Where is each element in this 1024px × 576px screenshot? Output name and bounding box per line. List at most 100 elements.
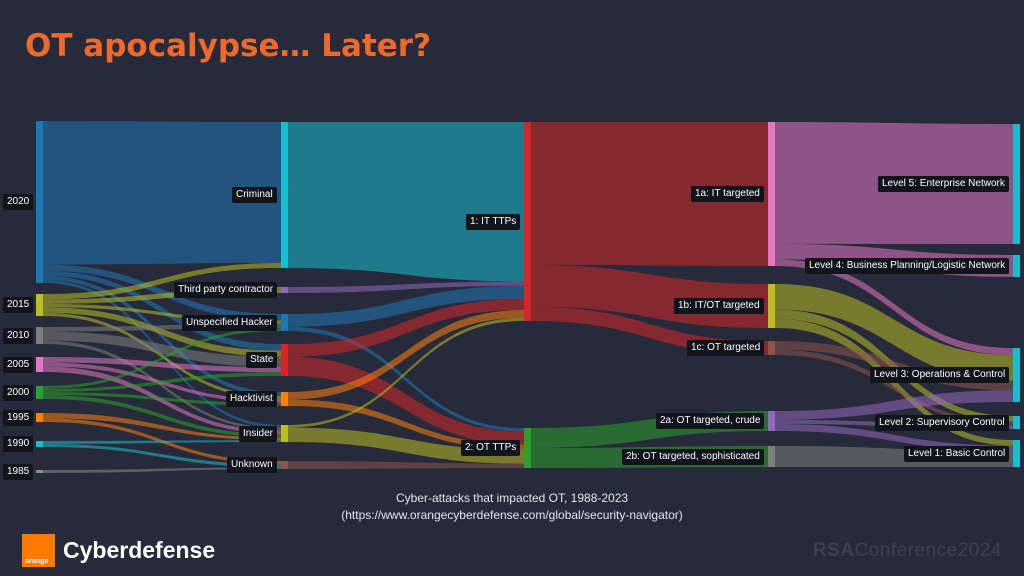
label-t2a: 2a: OT targeted, crude [656, 413, 765, 429]
label-y2015: 2015 [3, 297, 34, 313]
node-y2015[interactable] [36, 294, 43, 316]
orange-logo-box: orange [22, 534, 55, 567]
label-unspec: Unspecified Hacker [182, 314, 277, 331]
figure-caption: Cyber-attacks that impacted OT, 1988-202… [0, 490, 1024, 524]
brand-name: Cyberdefense [63, 537, 216, 563]
label-criminal: Criminal [232, 187, 277, 203]
node-hacktivist[interactable] [281, 392, 288, 406]
node-l3[interactable] [1013, 348, 1020, 402]
label-ot_ttps: 2: OT TTPs [461, 440, 521, 456]
link-unknown-to-ot_ttps [288, 461, 524, 469]
label-l5: Level 5: Enterprise Network [878, 176, 1009, 192]
link-y2000-to-insider [43, 395, 281, 438]
node-y1990[interactable] [36, 441, 43, 447]
node-t1a[interactable] [768, 122, 775, 266]
link-y2000-to-unspec [43, 327, 281, 389]
link-y2015-to-criminal [43, 262, 281, 300]
node-l4[interactable] [1013, 255, 1020, 277]
link-y2020-to-unspec [43, 264, 281, 321]
label-y1990: 1990 [3, 436, 34, 452]
node-t1b[interactable] [768, 284, 775, 328]
caption-source-url: (https://www.orangecyberdefense.com/glob… [341, 508, 683, 522]
label-y2020: 2020 [3, 194, 34, 210]
node-t1c[interactable] [768, 341, 775, 355]
label-y1985: 1985 [3, 463, 34, 480]
node-t2a[interactable] [768, 411, 775, 431]
node-y1995[interactable] [36, 413, 43, 422]
node-y2005[interactable] [36, 357, 43, 372]
link-it_ttps-to-t1a [531, 122, 768, 266]
link-y1990-to-unknown [43, 444, 281, 468]
label-y2005: 2005 [3, 356, 34, 373]
node-criminal[interactable] [281, 122, 288, 268]
link-y2000-to-state [43, 372, 281, 392]
node-state[interactable] [281, 344, 288, 376]
node-unspec[interactable] [281, 314, 288, 331]
label-insider: Insider [239, 425, 278, 442]
sankey-nodes [36, 121, 1020, 473]
label-t1b: 1b: IT/OT targeted [674, 298, 764, 314]
link-t2a-to-l1 [775, 424, 1013, 452]
label-l4: Level 4: Business Planning/Logistic Netw… [805, 258, 1010, 274]
link-unspec-to-it_ttps [288, 285, 524, 327]
label-t1a: 1a: IT targeted [691, 186, 764, 202]
label-state: State [246, 352, 278, 368]
link-y2000-to-hacktivist [43, 392, 281, 406]
orange-logo-text: orange [25, 558, 49, 565]
label-it_ttps: 1: IT TTPs [466, 213, 521, 230]
link-third-to-it_ttps [288, 281, 524, 293]
link-y1985-to-unknown [43, 467, 281, 473]
conference-watermark: RSAConference2024 [813, 540, 1002, 562]
link-unspec-to-ot_ttps [288, 326, 524, 432]
node-y1985[interactable] [36, 470, 43, 473]
label-l2: Level 2: Supervisory Control [875, 414, 1009, 431]
node-l1[interactable] [1013, 440, 1020, 467]
link-y2020-to-criminal [43, 121, 281, 265]
link-t1c-to-l2 [775, 349, 1013, 426]
label-third: Third party contractor [174, 282, 278, 298]
node-it_ttps[interactable] [524, 122, 531, 321]
node-t2b[interactable] [768, 446, 775, 467]
label-t2b: 2b: OT targeted, sophisticated [622, 448, 764, 465]
label-y1995: 1995 [3, 409, 34, 426]
link-y2005-to-state [43, 357, 281, 373]
node-insider[interactable] [281, 425, 288, 442]
node-l2[interactable] [1013, 416, 1020, 429]
link-y2020-to-state [43, 270, 281, 351]
label-l3: Level 3: Operations & Control [870, 367, 1010, 383]
label-y2000: 2000 [3, 384, 34, 401]
label-y2010: 2010 [3, 327, 34, 344]
link-t1b-to-l3 [775, 284, 1013, 381]
link-y1995-to-insider [43, 413, 281, 441]
slide-title: OT apocalypse… Later? [25, 28, 432, 64]
node-unknown[interactable] [281, 461, 288, 469]
node-l5[interactable] [1013, 124, 1020, 244]
link-state-to-it_ttps [288, 299, 524, 357]
link-y2020-to-hacktivist [43, 275, 281, 397]
watermark-rest: Conference2024 [854, 540, 1002, 561]
link-y2010-to-insider [43, 340, 281, 431]
link-hacktivist-to-ot_ttps [288, 399, 524, 450]
link-y2015-to-hacktivist [43, 312, 281, 400]
link-insider-to-it_ttps [288, 317, 524, 428]
node-y2010[interactable] [36, 327, 43, 344]
label-t1c: 1c: OT targeted [687, 340, 765, 356]
node-y2020[interactable] [36, 121, 43, 283]
node-third[interactable] [281, 287, 288, 293]
link-t2a-to-l3 [775, 390, 1013, 420]
link-t1a-to-l3 [775, 259, 1013, 356]
node-y2000[interactable] [36, 386, 43, 399]
caption-title: Cyber-attacks that impacted OT, 1988-202… [395, 491, 629, 505]
label-l1: Level 1: Basic Control [904, 445, 1010, 462]
link-criminal-to-it_ttps [288, 122, 524, 282]
brand-logo: orange Cyberdefense [22, 534, 215, 567]
link-hacktivist-to-it_ttps [288, 310, 524, 400]
link-y1990-to-insider [43, 440, 281, 444]
watermark-bold: RSA [812, 540, 855, 561]
node-ot_ttps[interactable] [524, 428, 531, 468]
label-hacktivist: Hacktivist [226, 391, 277, 407]
link-state-to-ot_ttps [288, 356, 524, 445]
label-unknown: Unknown [227, 457, 277, 473]
link-y2015-to-state [43, 307, 281, 357]
link-y2010-to-state [43, 331, 281, 368]
